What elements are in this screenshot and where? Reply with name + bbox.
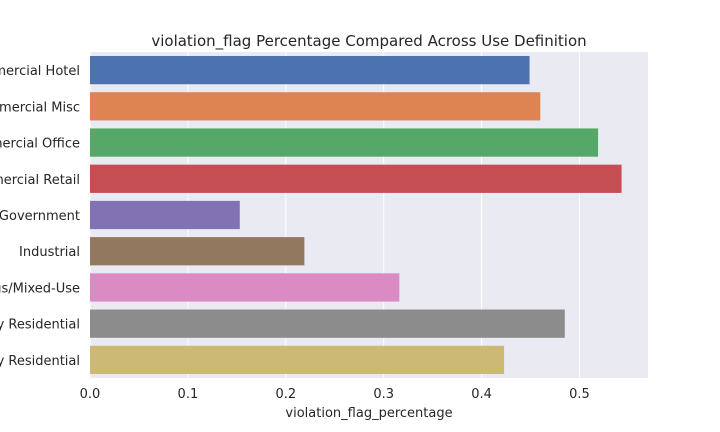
bar bbox=[90, 309, 565, 338]
y-tick-label: us/Mixed-Use bbox=[0, 281, 80, 296]
bar bbox=[90, 200, 240, 230]
bar bbox=[90, 128, 599, 157]
bar bbox=[90, 55, 530, 85]
x-tick-label: 0.1 bbox=[178, 387, 199, 402]
x-tick-label: 0.2 bbox=[275, 387, 296, 402]
bars bbox=[90, 55, 622, 375]
bar bbox=[90, 345, 505, 375]
y-tick-label: Industrial bbox=[19, 245, 80, 260]
x-tick-label: 0.0 bbox=[80, 387, 101, 402]
chart-title: violation_flag Percentage Compared Acros… bbox=[151, 32, 586, 51]
y-tick-label: y Residential bbox=[0, 354, 80, 369]
y-tick-label: y Residential bbox=[0, 318, 80, 333]
y-tick-label: mercial Office bbox=[0, 137, 80, 152]
y-tick-label: mercial Retail bbox=[0, 173, 80, 188]
y-tick-labels: mercial Hotel nmercial Misc mercial Office… bbox=[0, 64, 80, 369]
x-tick-labels: 0.0 0.1 0.2 0.3 0.4 0.5 bbox=[80, 387, 590, 402]
x-tick-label: 0.5 bbox=[569, 387, 590, 402]
bar bbox=[90, 92, 541, 121]
y-tick-label: mercial Hotel bbox=[0, 64, 80, 79]
x-tick-label: 0.4 bbox=[471, 387, 492, 402]
x-axis-label: violation_flag_percentage bbox=[285, 406, 452, 421]
bar bbox=[90, 273, 400, 302]
y-tick-label: Government bbox=[0, 209, 80, 224]
x-tick-label: 0.3 bbox=[373, 387, 394, 402]
y-tick-label: nmercial Misc bbox=[0, 100, 80, 115]
bar bbox=[90, 237, 305, 266]
bar bbox=[90, 164, 622, 193]
